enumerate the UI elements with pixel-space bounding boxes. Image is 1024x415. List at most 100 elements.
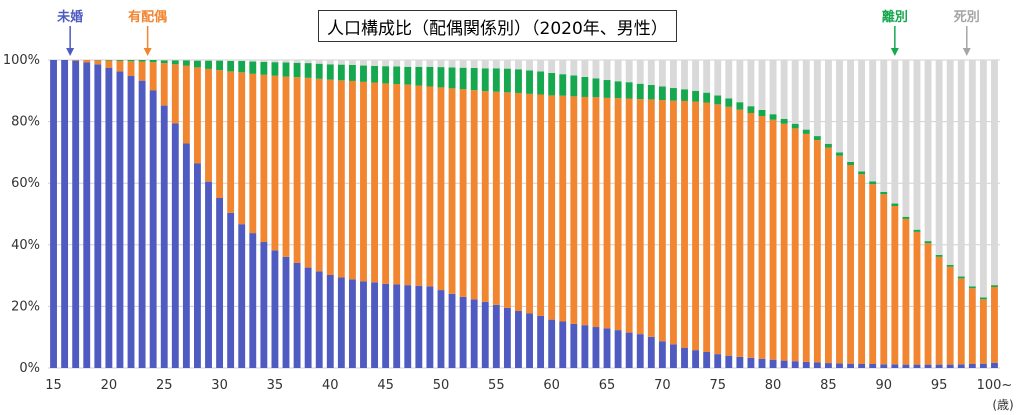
bar-segment-1	[957, 278, 965, 365]
bar-segment-1	[813, 140, 821, 363]
bar-segment-0	[205, 181, 212, 368]
bar-segment-3	[371, 60, 378, 66]
bar-segment-1	[548, 95, 556, 320]
bar-segment-2	[681, 89, 688, 101]
bar-segment-0	[315, 271, 323, 368]
bar-segment-2	[360, 65, 367, 82]
x-tick-label: 100~	[977, 378, 1013, 393]
bar-segment-0	[769, 359, 777, 368]
bar-segment-0	[957, 364, 965, 368]
bar-segment-1	[824, 147, 832, 364]
bar-segment-2	[548, 72, 556, 96]
bar-segment-0	[780, 360, 788, 368]
bar-segment-3	[658, 60, 666, 87]
bar-segment-1	[559, 95, 567, 322]
bar-segment-3	[559, 60, 567, 75]
bar-segment-2	[216, 60, 224, 71]
bar-segment-1	[658, 100, 666, 342]
bar-segment-1	[570, 96, 578, 324]
bar-segment-2	[393, 66, 401, 85]
bar-segment-0	[747, 357, 755, 368]
bar-segment-1	[326, 79, 334, 275]
bar-segment-0	[50, 60, 57, 368]
bar-segment-0	[658, 341, 666, 368]
bar-segment-2	[138, 60, 146, 62]
bar-segment-0	[869, 363, 877, 368]
bar-segment-3	[847, 60, 854, 162]
bar-segment-0	[692, 350, 700, 368]
bar-segment-2	[880, 191, 888, 195]
bar-segment-3	[836, 60, 843, 153]
bar-segment-1	[902, 218, 910, 365]
bar-segment-2	[238, 60, 246, 73]
bar-segment-0	[492, 304, 500, 368]
bar-segment-0	[249, 233, 257, 368]
bar-segment-0	[360, 281, 367, 368]
bar-segment-1	[991, 286, 998, 363]
bar-segment-3	[260, 60, 268, 62]
bar-segment-1	[758, 116, 766, 359]
bar-segment-1	[670, 100, 677, 345]
bar-segment-3	[791, 60, 799, 124]
bar-segment-0	[614, 330, 622, 368]
bar-segment-0	[791, 361, 799, 368]
bar-segment-0	[348, 279, 356, 368]
bar-segment-2	[891, 203, 899, 206]
bar-segment-1	[492, 91, 500, 305]
annotation-label: 離別	[881, 10, 908, 25]
bar-segment-3	[614, 60, 622, 82]
bar-segment-1	[736, 109, 744, 357]
bar-segment-3	[492, 60, 500, 69]
bar-segment-1	[304, 77, 312, 268]
bar-segment-1	[858, 174, 866, 364]
bar-segment-3	[725, 60, 733, 99]
bar-segment-1	[260, 74, 268, 243]
bar-segment-3	[880, 60, 888, 192]
bar-segment-0	[503, 307, 511, 368]
bar-segment-3	[603, 60, 611, 81]
bar-segment-0	[216, 197, 224, 368]
bar-segment-0	[481, 301, 489, 368]
gridlines	[48, 59, 1000, 369]
bar-segment-3	[393, 60, 401, 67]
bar-segment-0	[304, 267, 312, 368]
x-tick-label: 85	[820, 378, 837, 393]
bar-segment-1	[935, 256, 943, 365]
bar-segment-0	[537, 315, 545, 368]
bar-segment-2	[315, 63, 323, 79]
x-tick-label: 75	[709, 378, 726, 393]
bar-segment-0	[548, 319, 556, 368]
bar-segment-0	[592, 327, 600, 368]
bar-segment-3	[304, 60, 312, 64]
bar-segment-0	[991, 362, 998, 368]
bar-segment-2	[747, 106, 755, 113]
bar-segment-0	[515, 311, 522, 368]
bar-segment-2	[813, 136, 821, 141]
bar-segment-3	[670, 60, 677, 89]
bar-segment-1	[216, 70, 224, 198]
bar-segment-0	[603, 328, 611, 368]
annotation-label: 有配偶	[128, 10, 168, 25]
bar-segment-2	[205, 60, 212, 69]
bar-segment-2	[714, 95, 722, 105]
bar-segment-0	[437, 290, 445, 368]
bar-segment-1	[194, 67, 201, 164]
bar-segment-2	[647, 84, 655, 100]
bar-segment-1	[72, 60, 80, 61]
annotation-arrow	[962, 26, 971, 56]
bar-segment-3	[758, 60, 766, 110]
bar-segment-0	[836, 363, 843, 368]
bar-segment-0	[149, 90, 157, 368]
bar-segment-0	[968, 363, 976, 368]
y-tick-label: 40%	[11, 238, 40, 253]
bar-segment-1	[348, 80, 356, 280]
bar-segment-0	[127, 76, 135, 369]
bar-segment-2	[348, 64, 356, 81]
bar-segment-0	[404, 285, 412, 368]
bar-segment-2	[614, 81, 622, 99]
bar-segment-3	[979, 60, 987, 298]
bar-segment-3	[891, 60, 899, 204]
bar-segment-2	[991, 285, 998, 287]
bar-segment-2	[526, 70, 533, 94]
